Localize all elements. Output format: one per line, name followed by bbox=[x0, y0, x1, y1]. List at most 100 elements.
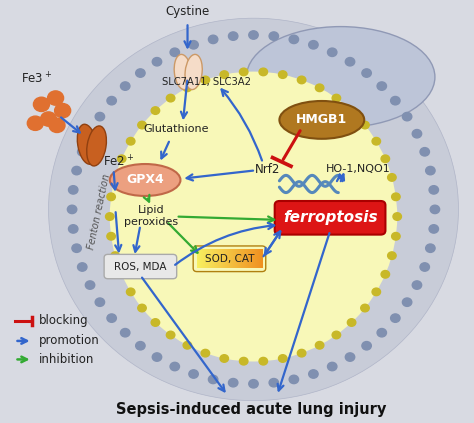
Circle shape bbox=[47, 91, 64, 105]
Text: Nrf2: Nrf2 bbox=[255, 163, 280, 176]
Circle shape bbox=[107, 314, 116, 322]
Circle shape bbox=[361, 121, 369, 129]
Circle shape bbox=[279, 355, 287, 362]
Circle shape bbox=[249, 379, 258, 388]
Circle shape bbox=[118, 271, 126, 278]
Circle shape bbox=[55, 104, 71, 118]
Circle shape bbox=[279, 71, 287, 78]
Circle shape bbox=[95, 298, 105, 306]
Ellipse shape bbox=[77, 124, 97, 164]
Circle shape bbox=[259, 357, 267, 365]
Text: Sepsis-induced acute lung injury: Sepsis-induced acute lung injury bbox=[116, 402, 386, 418]
Ellipse shape bbox=[87, 126, 107, 166]
Circle shape bbox=[309, 41, 318, 49]
Circle shape bbox=[189, 370, 198, 378]
Circle shape bbox=[34, 97, 49, 112]
Circle shape bbox=[362, 341, 371, 350]
Circle shape bbox=[347, 319, 356, 326]
Circle shape bbox=[151, 319, 160, 326]
Circle shape bbox=[67, 205, 77, 214]
Circle shape bbox=[328, 363, 337, 371]
Circle shape bbox=[209, 35, 218, 44]
Circle shape bbox=[95, 113, 105, 121]
Text: Fe3$^+$: Fe3$^+$ bbox=[21, 71, 52, 86]
Circle shape bbox=[127, 137, 135, 145]
Circle shape bbox=[426, 166, 435, 175]
Circle shape bbox=[170, 48, 180, 57]
Circle shape bbox=[309, 370, 318, 378]
Circle shape bbox=[69, 225, 78, 233]
Circle shape bbox=[138, 121, 146, 129]
Circle shape bbox=[347, 107, 356, 114]
Circle shape bbox=[402, 113, 412, 121]
Circle shape bbox=[269, 32, 279, 40]
Circle shape bbox=[381, 155, 390, 162]
Circle shape bbox=[183, 341, 191, 349]
Circle shape bbox=[388, 252, 396, 259]
Text: inhibition: inhibition bbox=[39, 353, 94, 366]
Text: Fe2$^+$: Fe2$^+$ bbox=[103, 154, 134, 170]
Circle shape bbox=[372, 137, 381, 145]
Circle shape bbox=[328, 48, 337, 57]
Circle shape bbox=[372, 288, 381, 296]
Circle shape bbox=[209, 375, 218, 384]
Circle shape bbox=[107, 193, 115, 201]
Circle shape bbox=[120, 82, 130, 90]
Circle shape bbox=[289, 375, 299, 384]
Circle shape bbox=[289, 35, 299, 44]
Circle shape bbox=[269, 379, 279, 387]
Text: Lipid
peroxides: Lipid peroxides bbox=[124, 205, 178, 226]
Ellipse shape bbox=[48, 18, 458, 401]
Ellipse shape bbox=[174, 55, 191, 90]
Text: Cystine: Cystine bbox=[165, 5, 210, 18]
Circle shape bbox=[152, 58, 162, 66]
Ellipse shape bbox=[110, 164, 181, 196]
Circle shape bbox=[189, 41, 198, 49]
Circle shape bbox=[361, 304, 369, 312]
Circle shape bbox=[381, 271, 390, 278]
Circle shape bbox=[40, 112, 56, 126]
Text: HMGB1: HMGB1 bbox=[296, 113, 347, 126]
Circle shape bbox=[391, 96, 400, 105]
Text: SLC7A11, SLC3A2: SLC7A11, SLC3A2 bbox=[162, 77, 251, 88]
Circle shape bbox=[377, 82, 386, 90]
Circle shape bbox=[420, 148, 429, 156]
Circle shape bbox=[315, 84, 324, 92]
Circle shape bbox=[72, 244, 82, 253]
Circle shape bbox=[85, 129, 95, 138]
Circle shape bbox=[118, 155, 126, 162]
Circle shape bbox=[239, 68, 248, 76]
Circle shape bbox=[49, 118, 65, 132]
Circle shape bbox=[170, 363, 180, 371]
Circle shape bbox=[166, 94, 175, 102]
Ellipse shape bbox=[279, 101, 364, 139]
Circle shape bbox=[138, 304, 146, 312]
Circle shape bbox=[136, 69, 145, 77]
Text: HO-1,NQO1: HO-1,NQO1 bbox=[326, 165, 391, 174]
Circle shape bbox=[297, 76, 306, 84]
Text: blocking: blocking bbox=[39, 314, 89, 327]
Circle shape bbox=[402, 298, 412, 306]
Circle shape bbox=[85, 281, 95, 289]
Text: ROS, MDA: ROS, MDA bbox=[114, 261, 167, 272]
Circle shape bbox=[228, 32, 238, 40]
Circle shape bbox=[152, 353, 162, 361]
Ellipse shape bbox=[110, 71, 397, 362]
Circle shape bbox=[315, 341, 324, 349]
Circle shape bbox=[183, 84, 191, 92]
Circle shape bbox=[297, 349, 306, 357]
Circle shape bbox=[392, 193, 400, 201]
Circle shape bbox=[429, 186, 438, 194]
Circle shape bbox=[111, 174, 119, 181]
Circle shape bbox=[412, 129, 422, 138]
FancyBboxPatch shape bbox=[275, 201, 385, 235]
Circle shape bbox=[201, 76, 210, 84]
Circle shape bbox=[249, 31, 258, 39]
Circle shape bbox=[388, 174, 396, 181]
Text: GPX4: GPX4 bbox=[126, 173, 164, 187]
Circle shape bbox=[393, 213, 401, 220]
Circle shape bbox=[259, 68, 267, 76]
Circle shape bbox=[429, 225, 438, 233]
Circle shape bbox=[332, 331, 341, 339]
Circle shape bbox=[127, 288, 135, 296]
